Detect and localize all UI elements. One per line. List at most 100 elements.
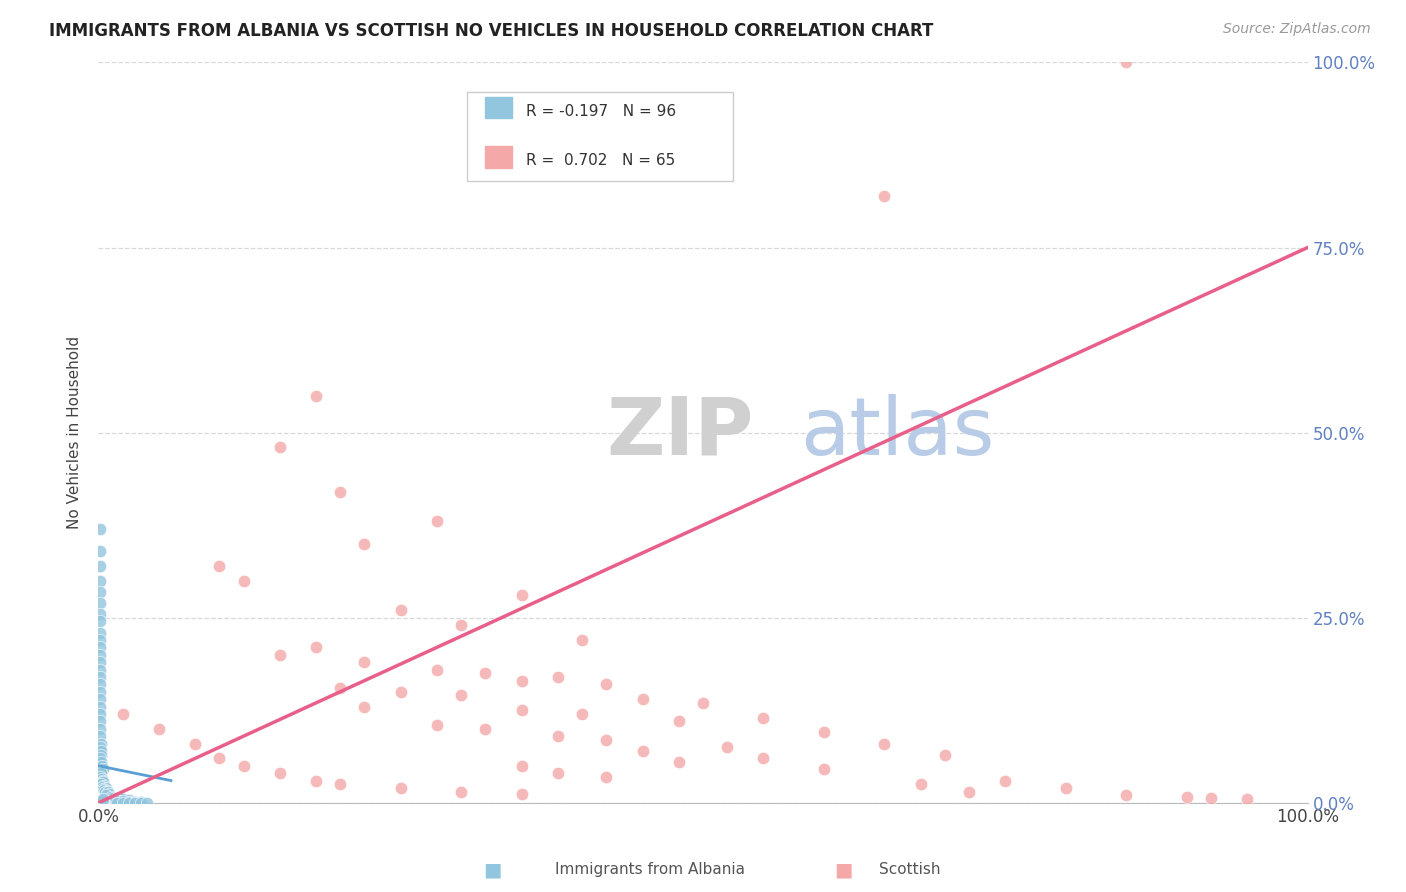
Point (91, 775, 114, 789)
Point (94, 796, 117, 810)
Point (1054, 780, 1077, 795)
Point (90, 795, 112, 809)
Point (91, 773, 114, 788)
Point (389, 685, 412, 699)
Point (93, 796, 115, 810)
Point (97, 796, 120, 810)
Point (89, 522, 111, 536)
Point (668, 755, 690, 769)
Point (89, 692, 111, 706)
Point (89, 714, 111, 729)
Point (105, 796, 128, 810)
Point (89, 751, 111, 765)
Point (129, 796, 152, 810)
Point (93, 783, 115, 797)
Point (353, 536, 375, 550)
Point (91, 795, 114, 809)
Point (89, 596, 111, 610)
Point (595, 732, 617, 747)
Point (90, 795, 112, 809)
Point (89, 648, 111, 662)
Point (89, 640, 111, 655)
Text: Immigrants from Albania: Immigrants from Albania (555, 863, 745, 877)
Point (93, 779, 115, 793)
Point (91, 795, 114, 809)
Point (873, 737, 896, 751)
Point (97, 785, 120, 799)
Point (91, 796, 114, 810)
Point (910, 777, 932, 791)
Point (994, 773, 1017, 788)
Point (450, 618, 472, 632)
Point (631, 744, 654, 758)
Point (329, 484, 352, 499)
Point (96, 796, 118, 810)
Point (124, 796, 146, 810)
Point (91, 793, 114, 807)
Point (91, 796, 114, 810)
FancyBboxPatch shape (467, 92, 734, 181)
Point (111, 792, 134, 806)
Point (89, 699, 111, 714)
Point (813, 763, 835, 777)
Text: atlas: atlas (800, 393, 994, 472)
Point (108, 792, 131, 806)
Point (111, 795, 134, 809)
Point (118, 796, 141, 810)
Point (91, 795, 114, 809)
Point (426, 515, 449, 529)
Text: Source: ZipAtlas.com: Source: ZipAtlas.com (1223, 22, 1371, 37)
Point (90, 795, 112, 809)
Point (118, 793, 141, 807)
Point (105, 791, 128, 805)
Text: ZIP: ZIP (606, 393, 754, 472)
Point (208, 751, 231, 765)
Point (89, 706, 111, 721)
Point (135, 796, 157, 810)
Point (510, 703, 533, 717)
Point (129, 795, 152, 809)
Point (668, 714, 690, 729)
Point (547, 729, 569, 743)
Point (934, 747, 956, 762)
Point (89, 740, 111, 755)
Point (94, 785, 117, 799)
Point (100, 794, 122, 808)
Point (89, 677, 111, 691)
Point (100, 789, 122, 804)
Point (118, 795, 141, 809)
Text: Scottish: Scottish (879, 863, 941, 877)
Point (89, 615, 111, 629)
Point (571, 632, 593, 647)
Point (96, 784, 118, 798)
Point (269, 766, 291, 780)
Point (100, 796, 122, 810)
Y-axis label: No Vehicles in Household: No Vehicles in Household (67, 336, 83, 529)
Point (631, 692, 654, 706)
Point (813, 725, 835, 739)
Point (510, 589, 533, 603)
Bar (485, 97, 512, 118)
Point (89, 794, 111, 808)
Point (716, 740, 738, 755)
Point (873, 188, 896, 202)
Point (269, 648, 291, 662)
Point (510, 758, 533, 772)
Point (353, 655, 375, 669)
Point (510, 673, 533, 688)
Point (547, 670, 569, 684)
Point (305, 388, 328, 402)
Point (595, 770, 617, 784)
Point (752, 711, 775, 725)
Point (752, 751, 775, 765)
Point (89, 770, 111, 784)
Point (89, 663, 111, 677)
Point (90, 737, 112, 751)
Point (89, 584, 111, 599)
Point (91, 792, 114, 806)
Text: R = -0.197   N = 96: R = -0.197 N = 96 (526, 103, 676, 119)
Point (98, 787, 121, 801)
Point (305, 773, 328, 788)
Point (426, 718, 449, 732)
Point (90, 744, 112, 758)
